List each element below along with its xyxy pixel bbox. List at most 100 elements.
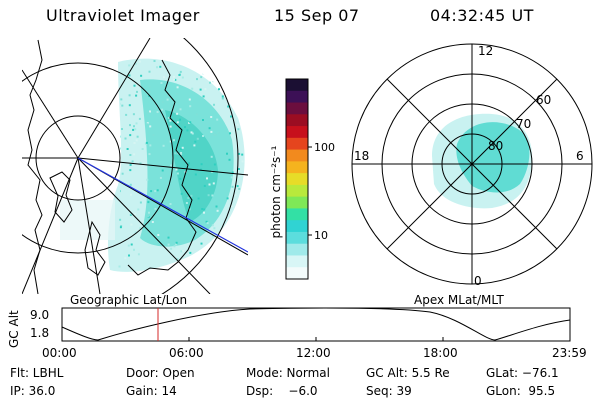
aurora-pixel [130,193,132,196]
aurora-pixel [189,105,192,108]
colorbar-segment [286,90,308,104]
aurora-pixel [191,87,194,90]
aurora-pixel [216,268,219,271]
aurora-pixel [167,243,170,246]
coastline-peninsula [84,220,106,276]
aurora-pixel [187,197,190,199]
lat-circle-mid [22,62,174,254]
aurora-pixel [166,98,169,101]
altitude-xticks [61,337,571,341]
aurora-pixel [181,227,184,230]
aurora-core-polar [456,122,530,193]
aurora-pixel [168,232,171,235]
aurora-pixel [221,95,224,98]
aurora-pixel [226,197,229,200]
aurora-pixel [241,115,243,118]
aurora-pixel [212,182,215,185]
meridian [22,69,79,159]
aurora-pixel [147,111,150,114]
mlt-label-18: 18 [354,149,369,163]
aurora-pixel [129,124,131,127]
aurora-pixel [173,245,176,248]
aurora-pixel [133,84,136,87]
aurora-pixel [212,254,215,257]
aurora-pixel [213,163,216,166]
aurora-pixel [231,205,234,208]
aurora-pixel [161,169,164,172]
aurora-pixel [152,134,155,137]
aurora-pixel [170,247,173,250]
aurora-pixel [196,137,199,140]
aurora-pixel [211,235,214,238]
aurora-pixel [179,177,182,180]
aurora-pixel [136,135,139,138]
aurora-pixel [153,60,156,62]
coastline-siberia [127,59,197,276]
aurora-pixel [238,187,241,190]
aurora-pixel [200,242,203,245]
aurora-pixel [148,85,151,88]
aurora-pixel [241,160,244,163]
aurora-pixel [212,80,215,83]
aurora-pixel [221,97,224,100]
aurora-pixel [161,108,164,111]
colorbar-tick-label: 100 [314,141,335,154]
door-status: Door: Open [126,366,195,380]
aurora-pixel [195,113,198,116]
colorbar-segment [286,173,308,186]
aurora-pixel [135,122,138,125]
polar-plot: 12 18 6 0 60 70 80 [351,43,593,288]
aurora-pixel [217,131,220,134]
aurora-pixel [184,126,186,129]
mlt-line [386,78,558,250]
aurora-pixel [189,251,192,254]
aurora-pixel [228,259,231,262]
aurora-pixel [157,234,160,236]
aurora-pixel [151,221,154,223]
aurora-pixel [179,108,182,111]
mlt-label-6: 6 [576,149,584,163]
colorbar-segment [286,208,308,221]
aurora-pixel [180,250,183,253]
aurora-pixel [210,130,213,133]
altitude-ytick: 1.8 [30,326,49,340]
colorbar: 100 10 [285,78,335,280]
altitude-ylabel: GC Alt [7,310,21,348]
aurora-pixel [162,76,165,79]
aurora-pixel [216,252,219,255]
aurora-pixel [204,88,207,91]
aurora-pixel [128,254,130,257]
aurora-pixel [149,125,152,128]
aurora-pixel [241,193,244,196]
aurora-pixel [241,153,244,156]
aurora-pixel [134,231,137,234]
aurora-pixel [194,140,197,143]
aurora-pixel [229,132,231,135]
aurora-pixel [202,95,205,98]
aurora-pixel [213,227,216,230]
aurora-dim-patch [60,200,115,240]
dsp-status: Dsp: −6.0 [246,384,318,398]
aurora-bright-left [165,110,218,222]
aurora-pixel [132,128,135,131]
aurora-pixel [239,77,242,80]
ip-status: IP: 36.0 [10,384,56,398]
aurora-pixel [193,144,196,147]
aurora-pixel [218,88,220,91]
aurora-pixel [132,113,135,116]
aurora-pixel [149,91,152,94]
aurora-pixel [118,265,121,268]
aurora-pixel [199,88,202,91]
seq-status: Seq: 39 [366,384,412,398]
aurora-pixel [128,74,131,77]
aurora-pixel [232,80,235,83]
aurora-pixel [124,137,127,140]
aurora-pixel [146,122,149,125]
aurora-pixel [161,101,164,104]
aurora-pixel [211,224,214,227]
aurora-pixel [128,64,131,67]
aurora-pixel [136,90,138,93]
aurora-pixel [147,201,150,204]
aurora-pixel [237,168,240,170]
aurora-pixel [156,111,159,113]
